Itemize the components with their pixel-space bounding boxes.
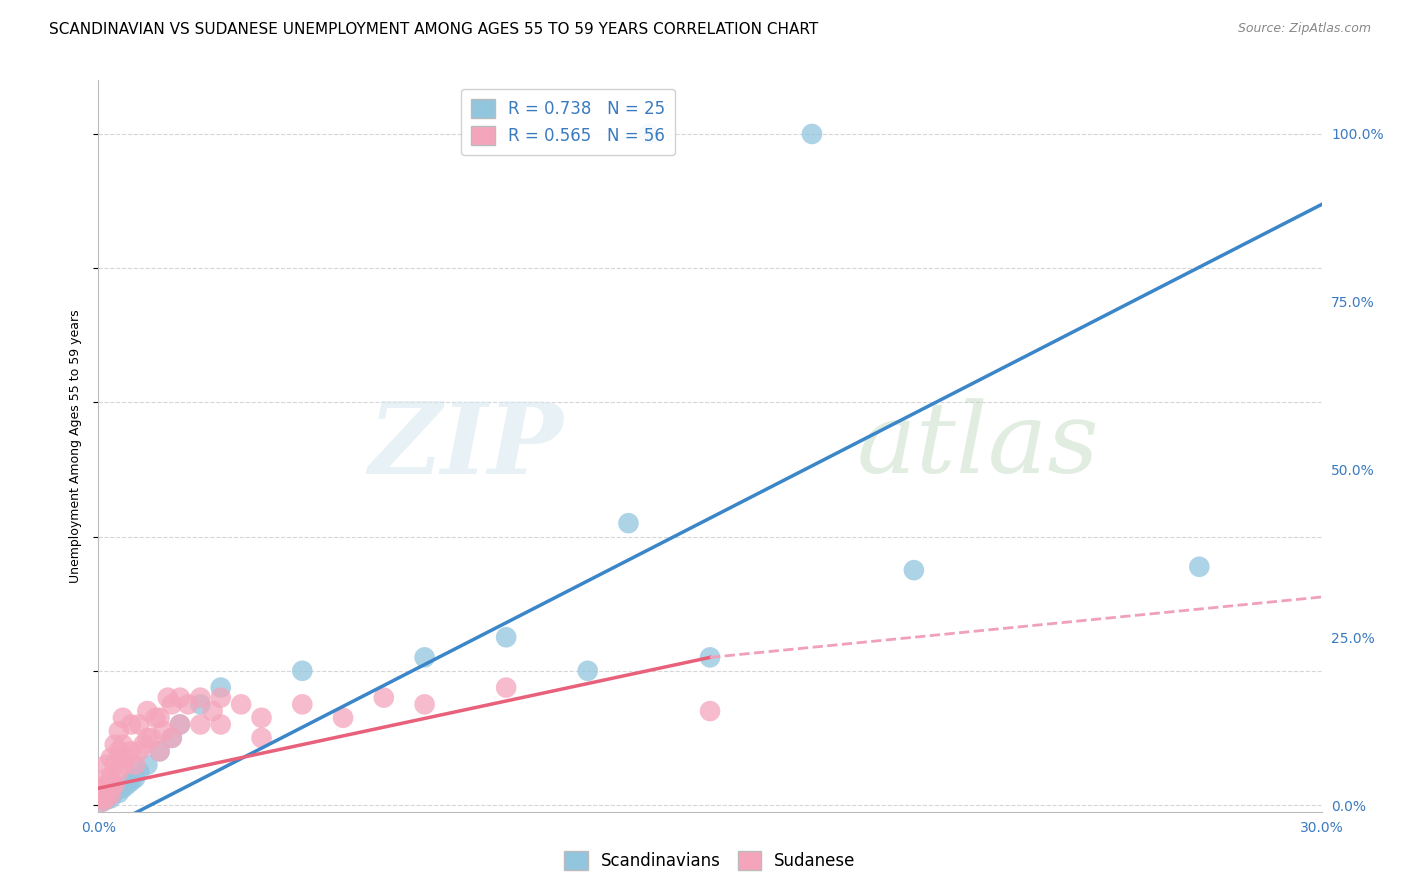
- Point: [136, 757, 159, 772]
- Point: [104, 778, 127, 792]
- Point: [96, 771, 118, 785]
- Point: [136, 704, 159, 718]
- Point: [108, 744, 131, 758]
- Point: [801, 127, 824, 141]
- Point: [91, 791, 114, 805]
- Point: [128, 717, 150, 731]
- Point: [188, 717, 212, 731]
- Point: [160, 731, 183, 745]
- Point: [209, 681, 232, 695]
- Point: [108, 764, 131, 779]
- Point: [617, 516, 640, 531]
- Point: [495, 630, 517, 644]
- Point: [96, 791, 118, 805]
- Point: [149, 711, 172, 725]
- Point: [96, 792, 118, 806]
- Point: [128, 764, 150, 779]
- Point: [115, 751, 138, 765]
- Point: [699, 650, 721, 665]
- Point: [124, 771, 146, 785]
- Point: [576, 664, 599, 678]
- Point: [100, 788, 122, 802]
- Point: [638, 127, 661, 141]
- Y-axis label: Unemployment Among Ages 55 to 59 years: Unemployment Among Ages 55 to 59 years: [69, 310, 83, 582]
- Point: [188, 698, 212, 712]
- Point: [291, 664, 314, 678]
- Point: [120, 744, 142, 758]
- Text: Source: ZipAtlas.com: Source: ZipAtlas.com: [1237, 22, 1371, 36]
- Legend: Scandinavians, Sudanese: Scandinavians, Sudanese: [558, 844, 862, 877]
- Point: [495, 681, 517, 695]
- Point: [413, 698, 436, 712]
- Point: [332, 711, 354, 725]
- Point: [108, 724, 131, 739]
- Point: [104, 757, 127, 772]
- Point: [111, 757, 134, 772]
- Point: [100, 781, 122, 796]
- Point: [188, 690, 212, 705]
- Point: [91, 784, 114, 798]
- Point: [124, 757, 146, 772]
- Point: [373, 690, 395, 705]
- Point: [291, 698, 314, 712]
- Point: [160, 698, 183, 712]
- Text: atlas: atlas: [856, 399, 1099, 493]
- Point: [111, 711, 134, 725]
- Point: [152, 724, 174, 739]
- Point: [156, 690, 179, 705]
- Point: [91, 788, 114, 802]
- Point: [141, 731, 163, 745]
- Point: [91, 795, 114, 809]
- Point: [100, 788, 122, 802]
- Point: [169, 717, 191, 731]
- Point: [115, 778, 138, 792]
- Point: [149, 744, 172, 758]
- Point: [111, 781, 134, 796]
- Point: [96, 757, 118, 772]
- Point: [100, 771, 122, 785]
- Point: [177, 698, 200, 712]
- Point: [169, 717, 191, 731]
- Point: [120, 717, 142, 731]
- Point: [209, 690, 232, 705]
- Point: [136, 731, 159, 745]
- Point: [96, 778, 118, 792]
- Point: [91, 781, 114, 796]
- Point: [250, 711, 273, 725]
- Point: [413, 650, 436, 665]
- Point: [169, 690, 191, 705]
- Point: [104, 738, 127, 752]
- Point: [145, 711, 167, 725]
- Point: [132, 738, 155, 752]
- Point: [209, 717, 232, 731]
- Point: [149, 744, 172, 758]
- Point: [120, 774, 142, 789]
- Point: [100, 791, 122, 805]
- Point: [104, 784, 127, 798]
- Point: [100, 751, 122, 765]
- Point: [160, 731, 183, 745]
- Point: [91, 795, 114, 809]
- Point: [231, 698, 253, 712]
- Point: [903, 563, 925, 577]
- Point: [1188, 559, 1211, 574]
- Point: [96, 789, 118, 804]
- Point: [201, 704, 224, 718]
- Point: [128, 744, 150, 758]
- Point: [699, 704, 721, 718]
- Point: [111, 738, 134, 752]
- Point: [96, 784, 118, 798]
- Point: [250, 731, 273, 745]
- Text: ZIP: ZIP: [368, 398, 564, 494]
- Point: [108, 786, 131, 800]
- Text: SCANDINAVIAN VS SUDANESE UNEMPLOYMENT AMONG AGES 55 TO 59 YEARS CORRELATION CHAR: SCANDINAVIAN VS SUDANESE UNEMPLOYMENT AM…: [49, 22, 818, 37]
